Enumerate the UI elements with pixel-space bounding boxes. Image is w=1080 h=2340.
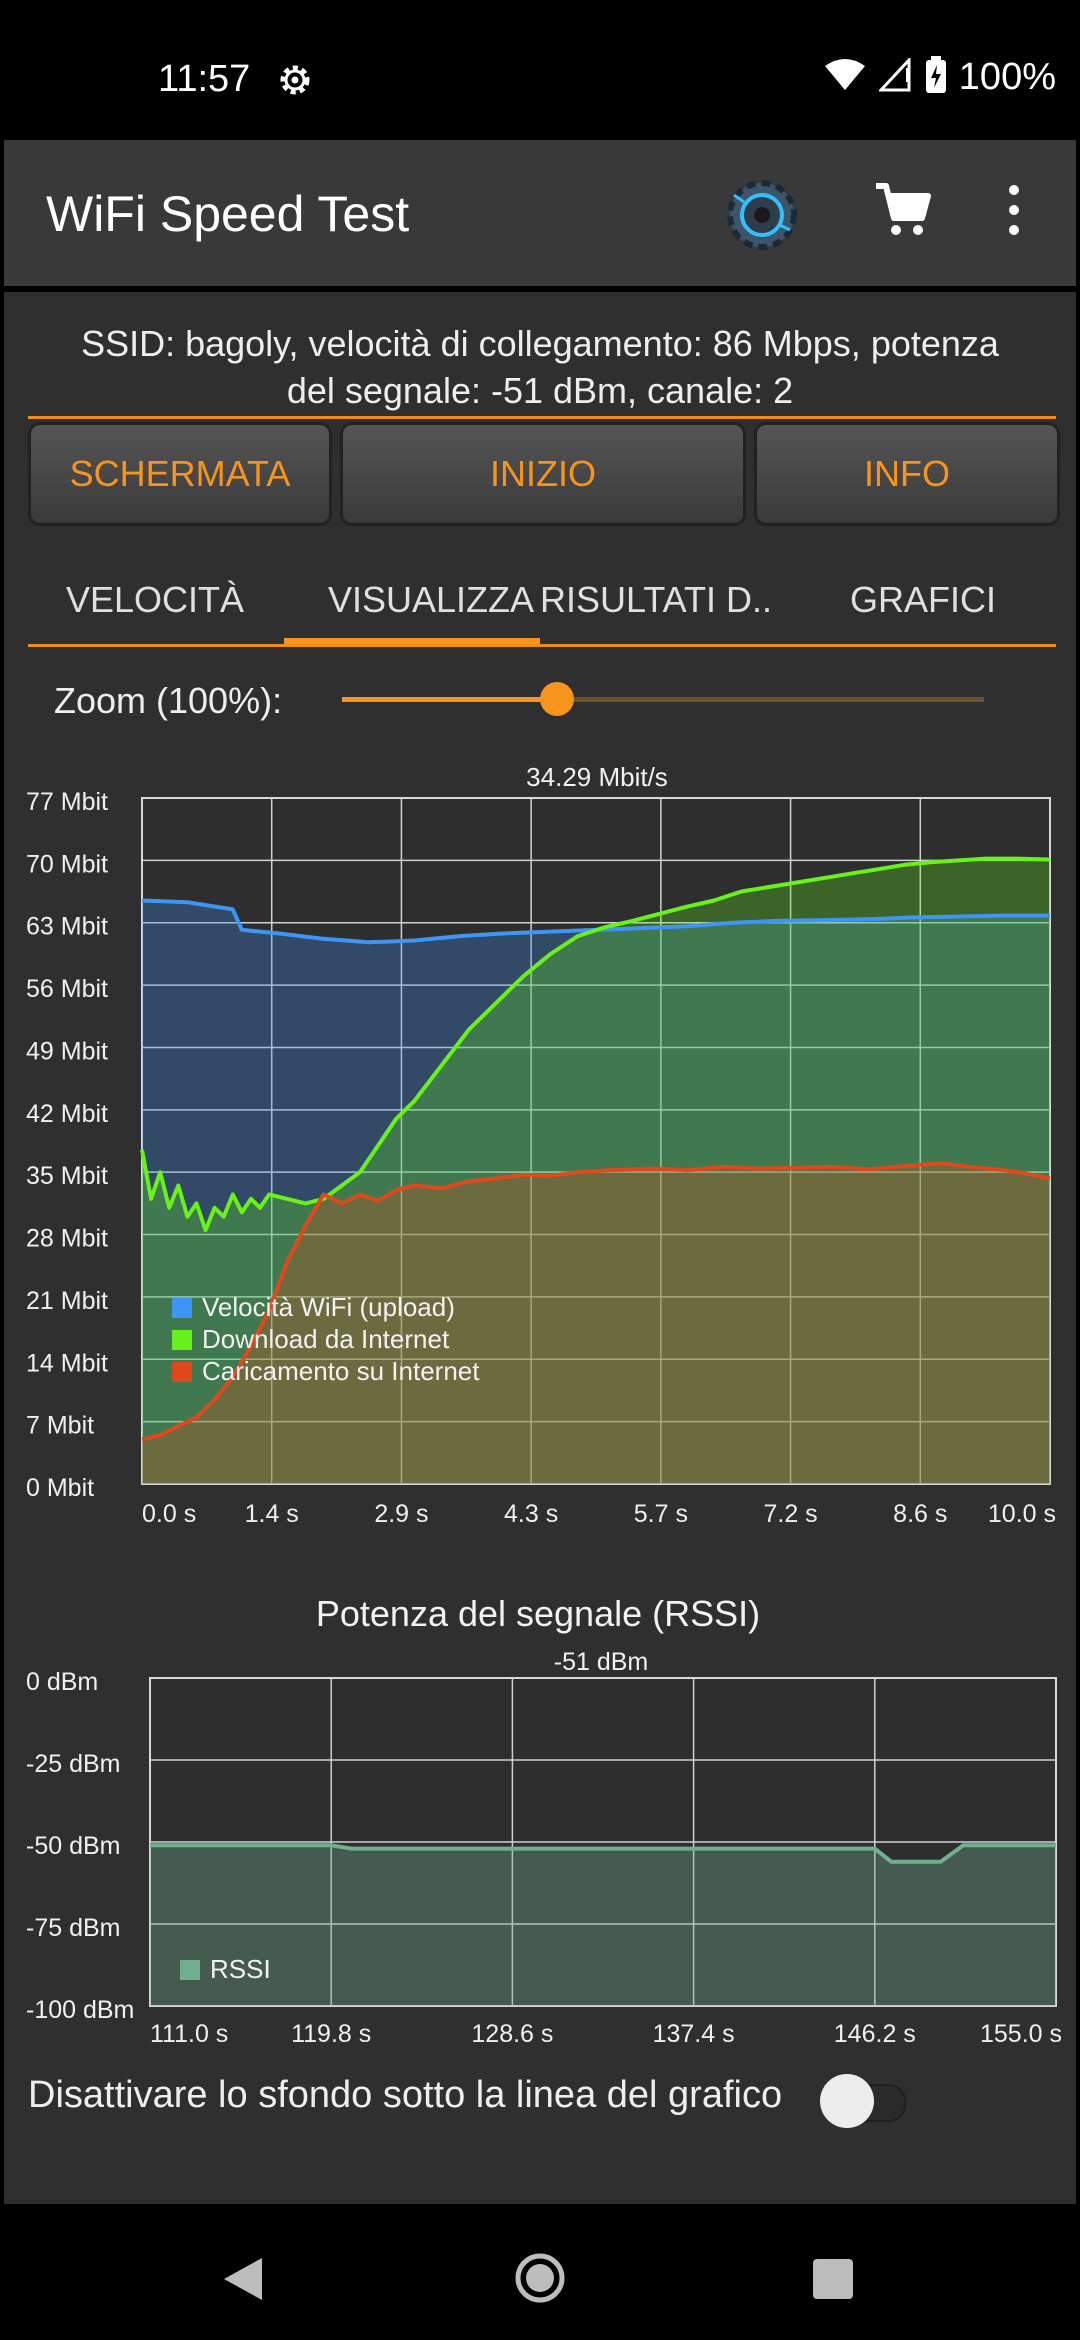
x-tick-label: 4.3 s [504,1500,558,1528]
legend-label: Velocità WiFi (upload) [202,1292,455,1322]
battery-icon [925,56,947,99]
legend-label: Download da Internet [202,1324,450,1354]
series-fill-2 [142,1163,1050,1484]
y-tick-label: -50 dBm [26,1832,120,1860]
y-tick-label: 63 Mbit [26,913,108,941]
cell-signal-icon [877,56,913,97]
rssi-chart: Potenza del segnale (RSSI) -51 dBm 0 dBm -2… [26,1593,1062,2048]
status-bar: 11:57 100% [0,0,1080,140]
tabs-divider [28,644,1056,647]
y-tick-label: 35 Mbit [26,1162,108,1190]
legend-swatch [172,1298,192,1318]
zoom-slider-thumb[interactable] [540,682,574,716]
tab-risultati[interactable]: RISULTATI D.. [540,579,773,620]
chart-title: 34.29 Mbit/s [526,762,668,792]
x-tick-label: 146.2 s [834,2020,916,2048]
y-tick-label: 56 Mbit [26,975,108,1003]
app-title: WiFi Speed Test [46,186,410,242]
tab-velocita[interactable]: VELOCITÀ [66,579,245,620]
x-tick-label: 7.2 s [763,1500,817,1528]
app-bar: WiFi Speed Test [4,140,1076,286]
x-tick-label: 155.0 s [980,2020,1062,2048]
y-tick-label: 77 Mbit [26,788,108,816]
recents-icon[interactable] [812,2258,854,2305]
x-tick-label: 137.4 s [653,2020,735,2048]
status-time: 11:57 [158,58,251,100]
legend-swatch [180,1960,200,1980]
series-line-0 [150,1843,1056,1864]
battery-percent: 100% [958,56,1056,98]
tab-grafici[interactable]: GRAFICI [850,579,997,620]
tab-indicator [284,638,540,644]
x-tick-label: 128.6 s [471,2020,553,2048]
y-tick-label: 7 Mbit [26,1412,94,1440]
plot-area [141,797,1051,1485]
x-tick-label: 119.8 s [291,2020,371,2048]
series-fill-0 [142,900,1050,1484]
zoom-slider-filled [342,697,558,702]
legend-label: RSSI [210,1954,271,1984]
settings-status-icon [275,60,315,105]
y-tick-label: 42 Mbit [26,1100,108,1128]
y-tick-label: 21 Mbit [26,1287,108,1315]
zoom-slider-track[interactable] [558,697,984,702]
legend-swatch [172,1362,192,1382]
y-tick-label: 0 dBm [26,1668,98,1696]
divider [28,416,1056,419]
series-line-1 [140,856,1051,1233]
nav-bar [0,2204,1080,2340]
y-tick-label: -100 dBm [26,1996,134,2024]
more-vert-icon[interactable] [1004,180,1024,245]
series-line-2 [141,1161,1051,1442]
wifi-status-icon [823,58,867,97]
ssid-line-2: del segnale: -51 dBm, canale: 2 [286,370,794,411]
screen-button[interactable]: SCHERMATA [28,422,332,526]
ssid-line-1: SSID: bagoly, velocità di collegamento: … [81,323,999,364]
shopping-cart-icon[interactable] [872,180,932,245]
info-button[interactable]: INFO [754,422,1060,526]
start-button[interactable]: INIZIO [340,422,746,526]
toggle-fill-label: Disattivare lo sfondo sotto la linea del… [28,2074,783,2116]
x-tick-label: 0.0 s [142,1500,196,1528]
y-tick-label: 0 Mbit [26,1474,94,1502]
chart-title: Potenza del segnale (RSSI) [316,1593,760,1634]
x-tick-label: 10.0 s [988,1500,1056,1528]
y-tick-label: 49 Mbit [26,1037,108,1065]
legend-label: Caricamento su Internet [202,1356,480,1386]
series-line-0 [141,898,1050,945]
toggle-fill-switch[interactable] [820,2074,874,2128]
back-icon[interactable] [222,2256,264,2307]
zoom-label: Zoom (100%): [54,680,283,721]
chart-subtitle: -51 dBm [554,1648,648,1676]
x-tick-label: 1.4 s [245,1500,299,1528]
legend-swatch [172,1330,192,1350]
home-icon[interactable] [514,2252,566,2309]
x-tick-label: 111.0 s [150,2020,228,2048]
series-fill-0 [150,1845,1056,2006]
x-tick-label: 8.6 s [893,1500,947,1528]
x-tick-label: 5.7 s [634,1500,688,1528]
speed-chart: 34.29 Mbit/s 77 Mbit 70 Mbit 63 Mbit 56 Mbit… [26,762,1056,1528]
y-tick-label: 14 Mbit [26,1349,108,1377]
y-tick-label: 70 Mbit [26,850,108,878]
ssid-info: SSID: bagoly, velocità di collegamento: … [24,320,1056,414]
y-tick-label: 28 Mbit [26,1225,108,1253]
y-tick-label: -75 dBm [26,1914,120,1942]
main-content: SSID: bagoly, velocità di collegamento: … [4,292,1076,2204]
y-tick-label: -25 dBm [26,1750,120,1778]
tab-visualizza[interactable]: VISUALIZZA [328,579,535,620]
x-tick-label: 2.9 s [374,1500,428,1528]
settings-gear-icon[interactable] [714,170,810,265]
